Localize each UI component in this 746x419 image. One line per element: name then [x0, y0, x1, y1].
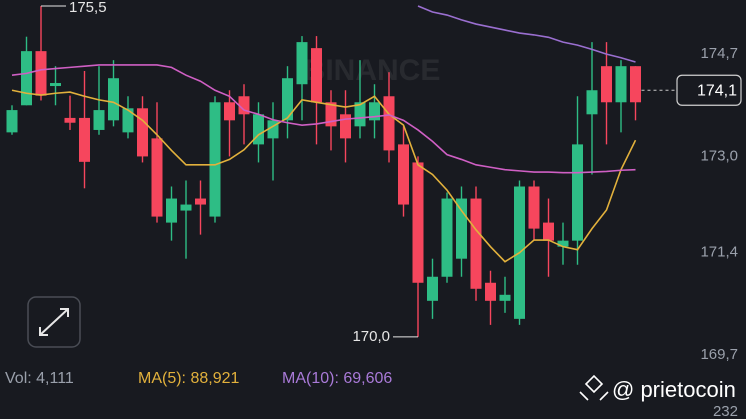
- candle-body: [528, 186, 540, 229]
- candle-body: [383, 96, 395, 151]
- expand-icon[interactable]: [39, 308, 69, 336]
- candle-body: [122, 108, 134, 133]
- credit: @ prietocoin: [612, 377, 736, 402]
- candle-body: [209, 102, 221, 217]
- candle-body: [354, 102, 366, 127]
- candle-body: [470, 198, 482, 289]
- candle-body: [137, 108, 148, 157]
- watermark: BINANCE: [304, 54, 441, 87]
- volume-tick: 232: [713, 403, 738, 419]
- ma-line: [11, 64, 636, 174]
- low-label: 170,0: [352, 328, 390, 345]
- candle-body: [151, 138, 163, 217]
- y-tick-label: 171,4: [700, 244, 738, 261]
- candle-body: [615, 66, 627, 103]
- volume-legend: MA(5): 88,921: [138, 370, 239, 387]
- candle-body: [369, 102, 380, 121]
- candle-body: [6, 110, 18, 133]
- ma-line: [11, 89, 637, 263]
- candle-body: [296, 42, 308, 85]
- candle-body: [441, 198, 453, 277]
- candle-body: [282, 78, 293, 121]
- candle-body: [325, 102, 337, 127]
- candle-body: [427, 276, 438, 301]
- candle-body: [340, 114, 351, 139]
- candle-body: [50, 83, 61, 87]
- candle-body: [21, 51, 32, 106]
- candle-body: [64, 117, 76, 123]
- candle-body: [485, 282, 496, 301]
- last-price-label: 174,1: [697, 82, 737, 99]
- y-tick-label: 169,7: [700, 346, 738, 363]
- candle-body: [601, 66, 612, 103]
- candle-body: [630, 66, 641, 103]
- y-tick-label: 174,7: [700, 45, 738, 62]
- y-tick-label: 173,0: [700, 147, 738, 164]
- candle-body: [253, 114, 264, 145]
- high-label: 175,5: [69, 0, 107, 16]
- candle-body: [267, 120, 279, 139]
- candle-body: [166, 198, 177, 223]
- candle-body: [398, 144, 409, 205]
- candle-body: [224, 102, 235, 121]
- expand-frame[interactable]: [27, 296, 81, 348]
- candle-body: [572, 144, 583, 241]
- candle-body: [586, 90, 598, 115]
- candle-body: [543, 222, 554, 241]
- candle-body: [79, 117, 90, 162]
- credit-icon: [579, 374, 609, 401]
- volume-legend: MA(10): 69,606: [282, 370, 392, 387]
- candle-body: [108, 78, 119, 121]
- candle-body: [93, 110, 105, 130]
- expand-button[interactable]: [27, 296, 81, 348]
- candle-body: [412, 162, 424, 283]
- candle-body: [456, 198, 467, 259]
- candle-body: [499, 294, 511, 301]
- candle-body: [180, 204, 192, 211]
- candle-body: [195, 198, 206, 205]
- last-price-box: [676, 74, 742, 106]
- candle-body: [311, 48, 322, 103]
- volume-legend: Vol: 4,111: [5, 370, 74, 387]
- candle-body: [557, 240, 569, 247]
- ma-line: [417, 5, 636, 63]
- candle-body: [35, 51, 47, 96]
- plot: 174,7 173,0 171,4 169,7 175,5 170,0 174,1 Vol: …: [5, 0, 742, 387]
- candle-body: [238, 96, 250, 115]
